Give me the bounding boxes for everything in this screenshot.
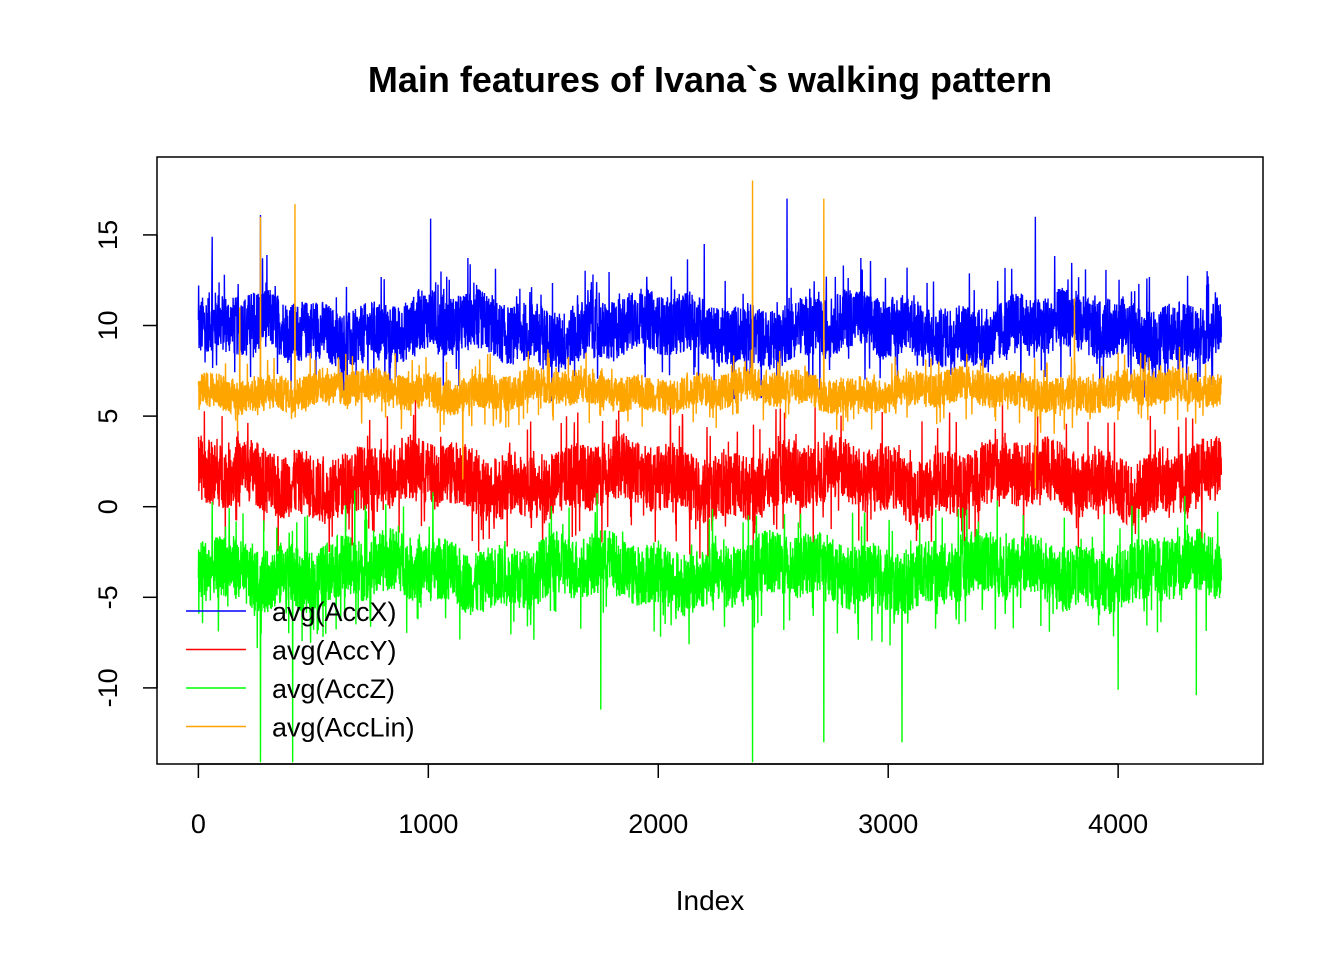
x-tick-label: 2000: [628, 809, 688, 839]
series-line-avg(AccX): [197, 198, 1223, 402]
series-line-avg(AccY): [197, 396, 1223, 559]
legend-label: avg(AccLin): [272, 713, 415, 743]
y-tick-label: -10: [93, 668, 123, 707]
legend-item: avg(AccX): [186, 597, 397, 627]
legend-item: avg(AccLin): [186, 713, 415, 743]
legend: avg(AccX) avg(AccY) avg(AccZ) avg(AccLin): [186, 597, 415, 743]
y-tick-label: 15: [93, 220, 123, 250]
y-tick-label: 0: [93, 499, 123, 514]
x-tick-label: 3000: [858, 809, 918, 839]
x-axis-label: Index: [676, 885, 745, 916]
series-line-avg(AccZ): [197, 490, 1223, 763]
legend-item: avg(AccZ): [186, 674, 395, 704]
y-tick-label: 5: [93, 409, 123, 424]
y-tick-label: -5: [93, 585, 123, 609]
x-tick-label: 0: [191, 809, 206, 839]
legend-label: avg(AccY): [272, 636, 397, 666]
chart-title: Main features of Ivana`s walking pattern: [368, 59, 1052, 100]
series-layer: [197, 180, 1223, 763]
x-tick-label: 4000: [1088, 809, 1148, 839]
legend-label: avg(AccZ): [272, 674, 395, 704]
series-line-avg(AccLin): [197, 180, 1223, 489]
legend-label: avg(AccX): [272, 597, 397, 627]
x-tick-label: 1000: [398, 809, 458, 839]
x-axis: 0 1000 2000 3000 4000: [191, 763, 1148, 839]
legend-item: avg(AccY): [186, 636, 397, 666]
y-tick-label: 10: [93, 310, 123, 340]
y-axis: -10 -5 0 5 10 15: [93, 220, 158, 707]
